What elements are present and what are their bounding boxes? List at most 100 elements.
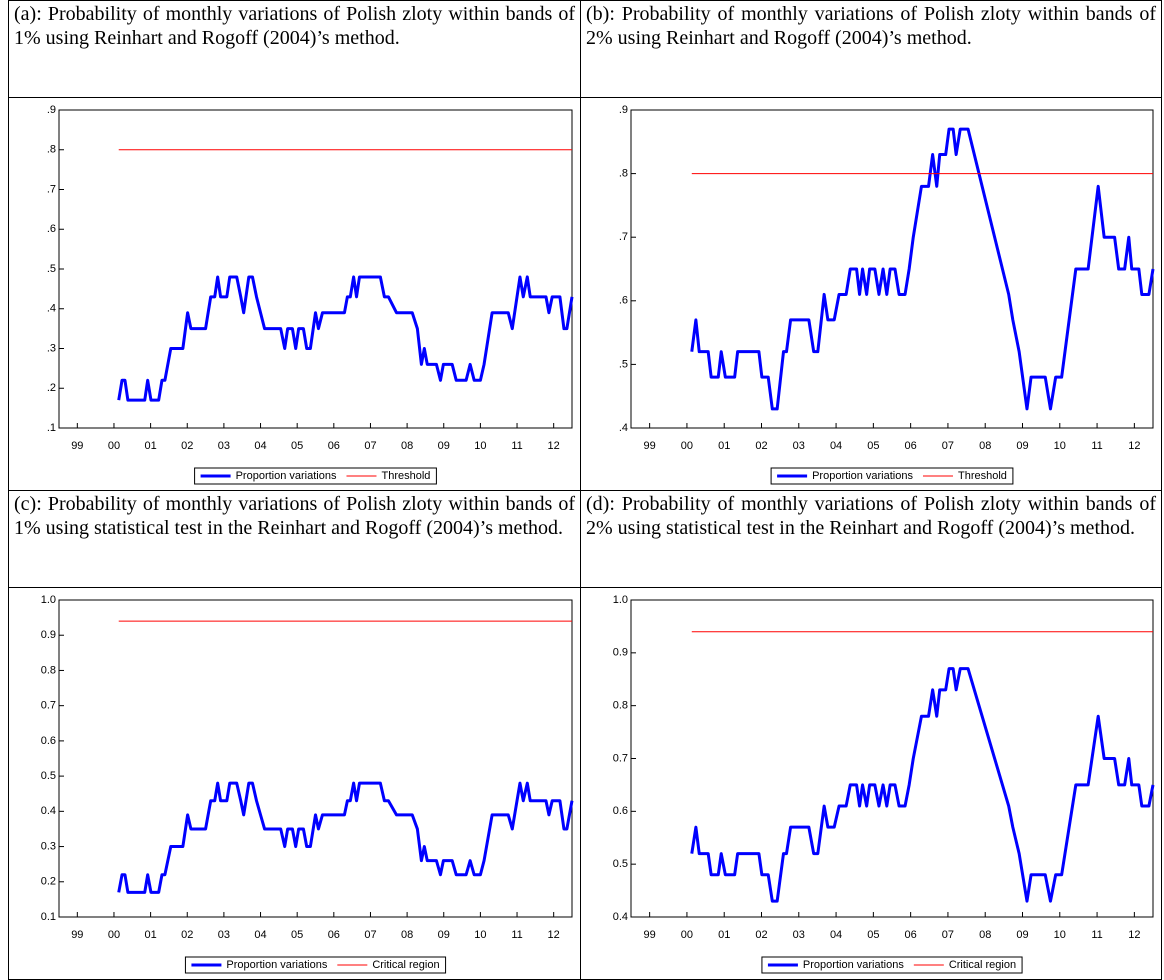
y-tick-label: 0.7 xyxy=(613,752,628,764)
x-tick-label: 06 xyxy=(328,929,340,941)
x-tick-label: 08 xyxy=(401,929,413,941)
legend: Proportion variations Critical region xyxy=(761,956,1023,974)
y-tick-label: 0.5 xyxy=(41,770,56,782)
chart: .1 .2 .3 .4 .5 .6 .7 .8 .9 99 00 01 02 03 04 05 06 07 08 09… xyxy=(47,104,574,485)
chart: 0.4 0.5 0.6 0.7 0.8 0.9 1.0 99 00 01 02 03 04 05 06 07 0… xyxy=(613,594,1155,974)
y-tick-label: 0.1 xyxy=(41,911,56,923)
x-tick-label: 03 xyxy=(793,440,805,452)
y-tick-label: 1.0 xyxy=(41,594,56,606)
x-tick-label: 00 xyxy=(108,929,120,941)
y-tick-label: 0.8 xyxy=(41,664,56,676)
x-tick-label: 11 xyxy=(1091,440,1102,452)
legend-label: Critical region xyxy=(949,959,1016,971)
y-tick-label: .4 xyxy=(47,303,56,315)
x-tick-label: 08 xyxy=(979,440,991,452)
x-tick-label: 10 xyxy=(1054,929,1066,941)
x-tick-label: 05 xyxy=(867,929,879,941)
caption: (d): Probability of monthly variations o… xyxy=(580,490,1162,588)
y-tick-label: .5 xyxy=(47,263,56,275)
chart-cell: 0.1 0.2 0.3 0.4 0.5 0.6 0.7 0.8 0.9 1.0 99 00 01 02 03… xyxy=(8,587,581,980)
x-tick-label: 05 xyxy=(291,929,303,941)
x-tick-label: 01 xyxy=(144,929,156,941)
x-tick-label: 07 xyxy=(364,440,376,452)
legend-box xyxy=(194,467,437,485)
legend: Proportion variations Threshold xyxy=(194,467,437,485)
x-tick-label: 04 xyxy=(254,440,266,452)
legend-box xyxy=(770,467,1014,485)
series-line xyxy=(117,781,574,894)
x-tick-label: 99 xyxy=(71,929,83,941)
y-tick-label: 0.9 xyxy=(613,647,628,659)
x-tick-label: 06 xyxy=(328,440,340,452)
x-tick-label: 02 xyxy=(181,440,193,452)
x-tick-label: 12 xyxy=(1128,440,1140,452)
y-tick-label: .9 xyxy=(619,104,628,116)
y-tick-label: 0.8 xyxy=(613,700,628,712)
chart: .4 .5 .6 .7 .8 .9 99 00 01 02 03 04 05 06 07 08 09 10 11 12… xyxy=(619,104,1155,485)
x-tick-label: 10 xyxy=(1054,440,1066,452)
legend: Proportion variations Critical region xyxy=(184,956,447,974)
legend-label: Threshold xyxy=(958,470,1007,482)
chart: 0.1 0.2 0.3 0.4 0.5 0.6 0.7 0.8 0.9 1.0 99 00 01 02 03… xyxy=(41,594,574,974)
y-tick-label: .5 xyxy=(619,358,628,370)
x-tick-label: 05 xyxy=(867,440,879,452)
caption: (a): Probability of monthly variations o… xyxy=(8,0,581,98)
plot-frame xyxy=(58,109,573,429)
y-tick-label: .6 xyxy=(47,223,56,235)
x-tick-label: 07 xyxy=(942,929,954,941)
x-tick-label: 09 xyxy=(438,440,450,452)
y-tick-label: .7 xyxy=(619,231,628,243)
y-tick-label: 0.2 xyxy=(41,876,56,888)
x-tick-label: 01 xyxy=(718,929,730,941)
x-tick-label: 00 xyxy=(108,440,120,452)
chart-cell: .4 .5 .6 .7 .8 .9 99 00 01 02 03 04 05 06 07 08 09 10 11 12… xyxy=(580,97,1162,491)
y-tick-label: 0.4 xyxy=(613,911,628,923)
x-tick-label: 05 xyxy=(291,440,303,452)
x-tick-label: 11 xyxy=(511,929,522,941)
y-tick-label: .4 xyxy=(619,422,628,434)
legend-label: Critical region xyxy=(372,959,439,971)
x-tick-label: 03 xyxy=(218,929,230,941)
x-tick-label: 02 xyxy=(181,929,193,941)
x-tick-label: 09 xyxy=(1016,929,1028,941)
y-tick-label: .2 xyxy=(47,382,56,394)
y-tick-label: 0.9 xyxy=(41,629,56,641)
caption: (b): Probability of monthly variations o… xyxy=(580,0,1162,98)
y-tick-label: 1.0 xyxy=(613,594,628,606)
x-tick-label: 12 xyxy=(1128,929,1140,941)
x-tick-label: 07 xyxy=(942,440,954,452)
x-tick-label: 00 xyxy=(681,929,693,941)
x-tick-label: 06 xyxy=(905,440,917,452)
x-tick-label: 99 xyxy=(644,929,656,941)
legend-label: Proportion variations xyxy=(236,470,337,482)
x-tick-label: 99 xyxy=(71,440,83,452)
series-line xyxy=(690,667,1155,903)
x-tick-label: 04 xyxy=(830,929,842,941)
x-tick-label: 09 xyxy=(438,929,450,941)
y-tick-label: .8 xyxy=(47,144,56,156)
x-tick-label: 08 xyxy=(401,440,413,452)
x-tick-label: 12 xyxy=(548,929,560,941)
y-tick-label: .3 xyxy=(47,342,56,354)
x-tick-label: 10 xyxy=(474,440,486,452)
legend-label: Threshold xyxy=(381,470,430,482)
chart-cell: .1 .2 .3 .4 .5 .6 .7 .8 .9 99 00 01 02 03 04 05 06 07 08 09… xyxy=(8,97,581,491)
x-tick-label: 10 xyxy=(474,929,486,941)
x-tick-label: 01 xyxy=(144,440,156,452)
plot-frame xyxy=(58,599,573,918)
chart-cell: 0.4 0.5 0.6 0.7 0.8 0.9 1.0 99 00 01 02 03 04 05 06 07 0… xyxy=(580,587,1162,980)
y-tick-label: 0.6 xyxy=(613,805,628,817)
legend-label: Proportion variations xyxy=(226,959,327,971)
x-tick-label: 06 xyxy=(905,929,917,941)
y-tick-label: 0.6 xyxy=(41,735,56,747)
x-tick-label: 09 xyxy=(1016,440,1028,452)
caption: (c): Probability of monthly variations o… xyxy=(8,490,581,588)
x-tick-label: 04 xyxy=(830,440,842,452)
legend-box xyxy=(761,956,1023,974)
y-tick-label: .7 xyxy=(47,183,56,195)
series-line xyxy=(690,127,1155,411)
legend: Proportion variations Threshold xyxy=(770,467,1014,485)
y-tick-label: 0.4 xyxy=(41,805,56,817)
x-tick-label: 03 xyxy=(218,440,230,452)
